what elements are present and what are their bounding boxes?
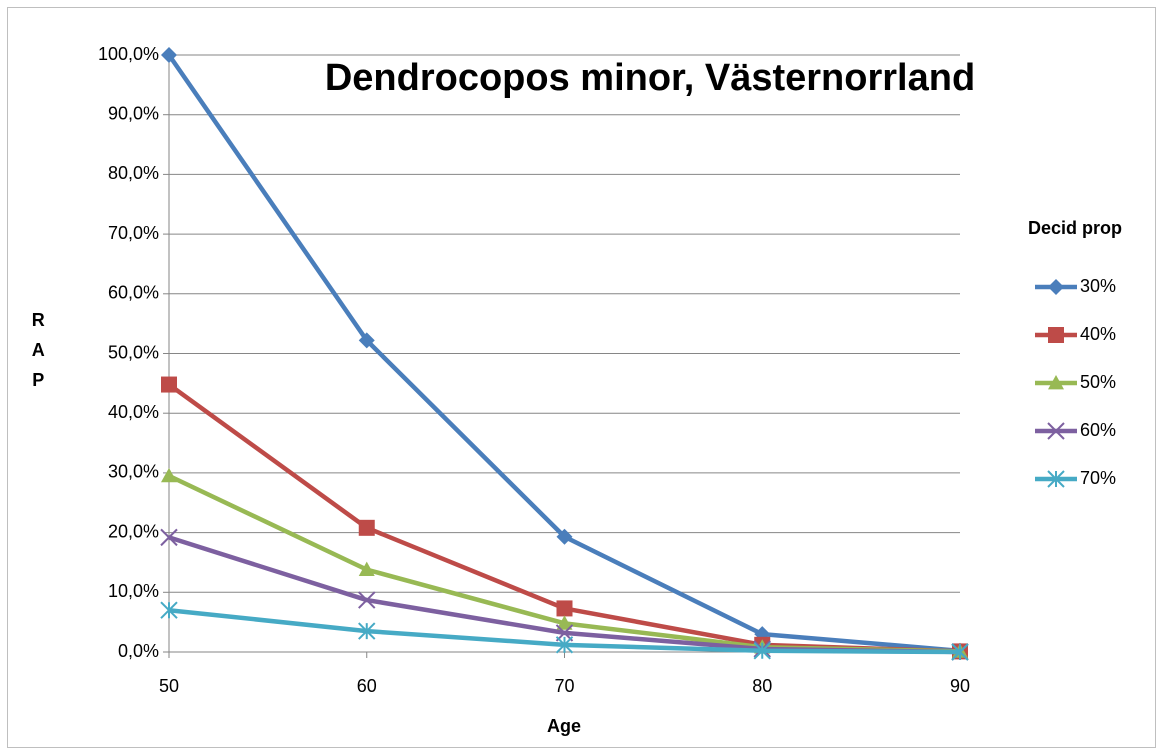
legend-marker <box>1047 470 1065 488</box>
y-tick-label: 80,0% <box>108 163 159 183</box>
y-tick-label: 0,0% <box>118 641 159 661</box>
x-tick-label: 50 <box>159 676 179 696</box>
x-axis-label: Age <box>547 716 581 736</box>
marker <box>555 636 574 654</box>
y-tick-label: 40,0% <box>108 402 159 422</box>
marker <box>556 615 573 630</box>
x-tick-label: 90 <box>950 676 970 696</box>
marker <box>951 643 969 661</box>
marker <box>358 332 375 349</box>
y-tick-label: 30,0% <box>108 462 159 482</box>
x-tick-label: 70 <box>554 676 574 696</box>
marker <box>753 642 771 660</box>
y-axis-label: RAP <box>28 310 48 400</box>
y-tick-label: 90,0% <box>108 103 159 123</box>
legend-marker <box>1047 422 1065 440</box>
marker <box>161 467 177 483</box>
legend-label: 40% <box>1080 324 1116 344</box>
y-tick-label: 70,0% <box>108 223 159 243</box>
x-tick-label: 80 <box>752 676 772 696</box>
legend-label: 60% <box>1080 420 1116 440</box>
marker <box>358 622 376 640</box>
legend-marker <box>1048 375 1064 390</box>
marker <box>358 519 375 536</box>
legend-marker <box>1048 327 1064 343</box>
marker <box>358 591 376 609</box>
legend-marker <box>1048 279 1064 295</box>
marker <box>556 528 573 545</box>
y-tick-label: 60,0% <box>108 283 159 303</box>
y-tick-label: 20,0% <box>108 521 159 541</box>
marker <box>161 376 177 393</box>
marker <box>160 528 178 547</box>
legend-label: 70% <box>1080 468 1116 488</box>
y-tick-label: 10,0% <box>108 581 159 601</box>
x-tick-label: 60 <box>357 676 377 696</box>
chart-title: Dendrocopos minor, Västernorrland <box>325 57 975 99</box>
y-tick-label: 100,0% <box>98 44 159 64</box>
legend-label: 50% <box>1080 372 1116 392</box>
marker <box>358 561 375 577</box>
marker <box>161 47 177 63</box>
marker <box>556 600 573 617</box>
marker <box>160 601 178 619</box>
legend-label: 30% <box>1080 276 1116 296</box>
legend-title: Decid prop <box>1028 218 1122 238</box>
y-tick-label: 50,0% <box>108 342 159 362</box>
